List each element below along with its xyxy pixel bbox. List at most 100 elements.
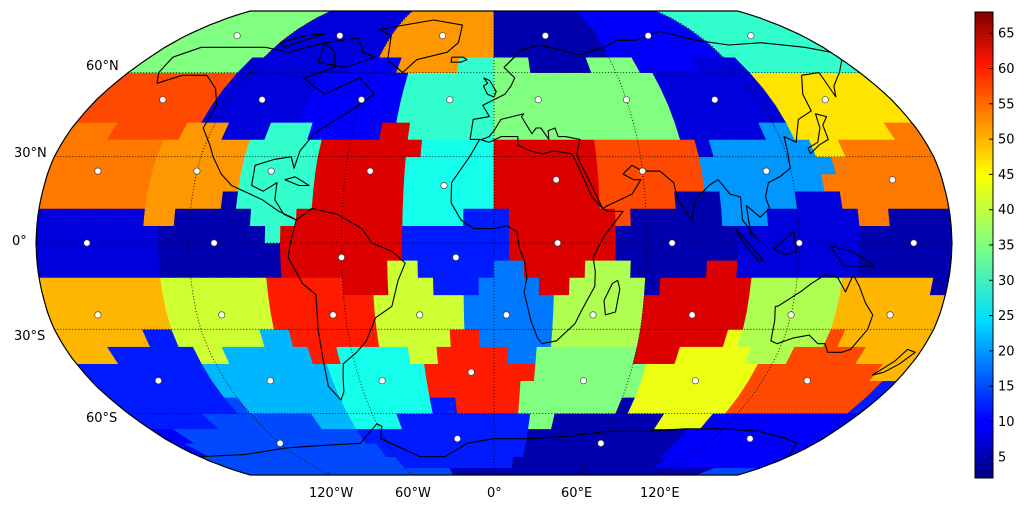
- region-tile: [467, 396, 483, 414]
- region-tile: [523, 208, 541, 226]
- region-tile: [538, 294, 555, 313]
- region-tile: [648, 11, 672, 19]
- region-tile: [315, 156, 334, 175]
- region-tile: [478, 208, 495, 226]
- longitude-labels: 120°W 60°W 0° 60°E 120°E: [309, 486, 680, 501]
- region-tile: [234, 242, 251, 261]
- colorbar-tick-label: 50: [998, 133, 1015, 148]
- region-tile: [828, 225, 846, 244]
- region-tile: [599, 259, 617, 278]
- coastline: [199, 423, 798, 458]
- region-tile: [298, 173, 316, 192]
- region-tile: [326, 208, 343, 226]
- region-tile: [721, 259, 739, 278]
- region-tile: [644, 190, 662, 209]
- station-marker: [453, 435, 461, 443]
- region-tile: [887, 259, 906, 278]
- region-tile: [402, 225, 419, 244]
- region-tile: [779, 277, 798, 296]
- region-tile: [449, 11, 462, 19]
- region-tile: [404, 156, 422, 175]
- region-tile: [687, 294, 705, 313]
- region-tile: [478, 328, 495, 347]
- region-tile: [872, 208, 891, 226]
- region-tile: [407, 122, 425, 140]
- region-tile: [343, 173, 361, 192]
- region-tile: [271, 11, 300, 19]
- region-tile: [646, 225, 663, 244]
- region-tile: [463, 242, 480, 261]
- region-tile: [220, 190, 239, 209]
- coastline: [379, 19, 463, 74]
- region-tile: [523, 173, 540, 192]
- station-marker: [762, 167, 770, 175]
- station-marker: [467, 368, 475, 376]
- region-tile: [918, 259, 937, 278]
- region-tile: [389, 156, 407, 175]
- coastline: [603, 279, 621, 316]
- colorbar-tick-label: 15: [998, 380, 1015, 395]
- region-tile: [463, 190, 480, 209]
- region-tile: [493, 72, 508, 89]
- region-tile: [357, 277, 375, 296]
- station-marker: [94, 311, 102, 319]
- region-tile: [731, 294, 751, 313]
- region-tile: [374, 156, 392, 175]
- region-tile: [448, 277, 465, 296]
- region-tile: [713, 11, 743, 19]
- region-tile: [539, 242, 556, 261]
- region-tile: [493, 363, 509, 382]
- region-tile: [493, 56, 507, 73]
- station-marker: [552, 176, 560, 184]
- region-tile: [842, 259, 861, 278]
- region-tile: [702, 294, 720, 313]
- coastline: [470, 59, 843, 241]
- region-tile: [466, 11, 479, 19]
- region-tile: [66, 225, 83, 244]
- region-tile: [356, 259, 374, 278]
- region-tile: [493, 442, 506, 458]
- region-tile: [552, 311, 569, 330]
- colorbar-tick-label: 45: [998, 168, 1015, 183]
- region-tile: [533, 105, 551, 123]
- region-tile: [422, 346, 439, 365]
- region-tile: [436, 122, 453, 140]
- region-tile: [417, 242, 434, 261]
- region-tile: [417, 208, 434, 226]
- lon-label-120e: 120°E: [640, 486, 680, 501]
- station-marker: [218, 311, 226, 319]
- region-tile: [436, 346, 453, 365]
- region-tile: [676, 225, 693, 244]
- region-tile: [535, 346, 552, 365]
- region-tile: [597, 173, 615, 192]
- region-tile: [388, 173, 406, 192]
- lat-label-60s: 60°S: [86, 411, 117, 426]
- region-tile: [262, 11, 292, 19]
- lon-label-60e: 60°E: [561, 486, 592, 501]
- region-tile: [691, 225, 709, 244]
- region-tile: [504, 428, 518, 444]
- region-tile: [766, 208, 784, 226]
- region-tile: [660, 208, 678, 226]
- region-tile: [402, 242, 419, 261]
- region-tile: [508, 259, 525, 278]
- region-tile: [824, 190, 844, 209]
- region-tile: [722, 225, 739, 244]
- region-tile: [493, 456, 505, 469]
- station-marker: [688, 311, 696, 319]
- region-tile: [520, 363, 537, 382]
- region-tile: [298, 11, 324, 19]
- region-tile: [296, 190, 314, 209]
- region-tile: [97, 208, 116, 226]
- cluster-regions: [36, 11, 952, 475]
- region-tile: [751, 259, 769, 278]
- region-tile: [625, 311, 644, 330]
- region-tile: [458, 11, 471, 19]
- region-tile: [469, 413, 483, 430]
- station-marker: [746, 435, 754, 443]
- station-marker: [534, 96, 542, 104]
- region-tile: [493, 139, 510, 157]
- region-tile: [127, 225, 144, 244]
- region-tile: [481, 413, 495, 430]
- region-tile: [96, 242, 114, 261]
